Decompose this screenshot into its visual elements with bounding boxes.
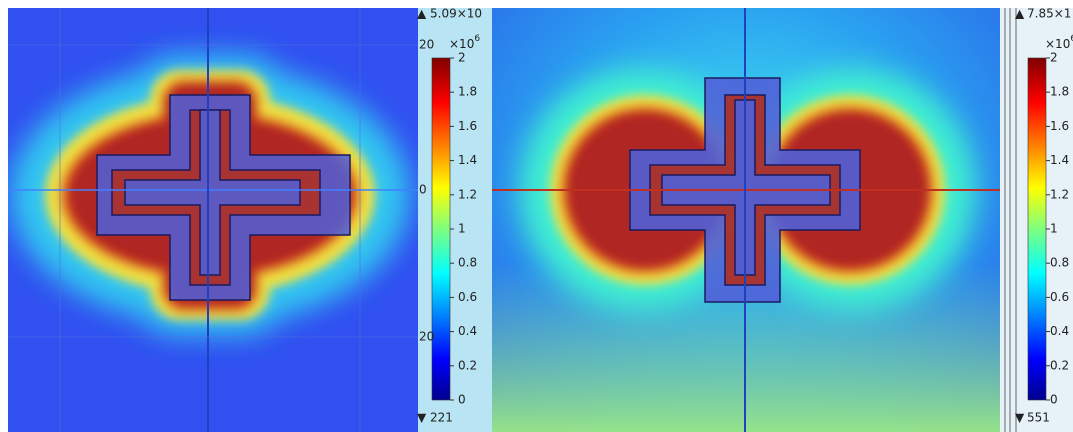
colorbar-tick-label: 1.8 bbox=[458, 85, 477, 99]
colorbar-max: 5.09×10 bbox=[430, 7, 482, 21]
colorbar-tick-label: 0 bbox=[458, 393, 466, 407]
colorbar-tick-label: 1 bbox=[458, 222, 466, 236]
max-arrow: ▲ bbox=[1015, 7, 1025, 21]
colorbar-tick-label: 1.4 bbox=[1050, 153, 1069, 167]
colorbar bbox=[1028, 58, 1046, 400]
colorbar-tick-label: 1.2 bbox=[1050, 187, 1069, 201]
colorbar-tick-label: 1.6 bbox=[458, 119, 477, 133]
colorbar-multiplier: ×106 bbox=[1045, 34, 1073, 51]
colorbar-min: 221 bbox=[430, 411, 453, 425]
multiplier-base: ×10 bbox=[1045, 37, 1070, 51]
colorbar-tick-label: 1.6 bbox=[1050, 119, 1069, 133]
colorbar-tick-label: 2 bbox=[1050, 51, 1058, 65]
colorbar-tick-label: 0.2 bbox=[458, 358, 477, 372]
colorbar-tick-label: 1.8 bbox=[1050, 85, 1069, 99]
colorbar-tick-label: 1.4 bbox=[458, 153, 477, 167]
colorbar bbox=[432, 58, 450, 400]
colorbar-tick-label: 0.6 bbox=[458, 290, 477, 304]
colorbar-tick-label: 0.4 bbox=[1050, 324, 1069, 338]
multiplier-base: ×10 bbox=[449, 37, 474, 51]
colorbar-tick-label: 0.6 bbox=[1050, 290, 1069, 304]
field-plot-left bbox=[8, 8, 418, 432]
colorbar-panel bbox=[418, 8, 492, 432]
axis-tick-label: 20 bbox=[419, 330, 434, 344]
colorbar-max: 7.85×1 bbox=[1027, 7, 1071, 21]
field-plot-right bbox=[492, 8, 1000, 432]
colorbar-tick-label: 0 bbox=[1050, 393, 1058, 407]
colorbar-tick-label: 2 bbox=[458, 51, 466, 65]
multiplier-exponent: 6 bbox=[474, 34, 480, 44]
colorbar-tick-label: 1 bbox=[1050, 222, 1058, 236]
min-arrow: ▼ bbox=[417, 411, 427, 425]
colorbar-tick-label: 0.2 bbox=[1050, 358, 1069, 372]
colorbar-tick-label: 1.2 bbox=[458, 187, 477, 201]
min-arrow: ▼ bbox=[1015, 411, 1025, 425]
colorbar-min: 551 bbox=[1027, 411, 1050, 425]
axis-tick-label: 20 bbox=[419, 38, 434, 52]
axis-tick-label: 0 bbox=[419, 183, 427, 197]
max-arrow: ▲ bbox=[417, 7, 427, 21]
colorbar-tick-label: 0.8 bbox=[458, 256, 477, 270]
colorbar-tick-label: 0.4 bbox=[458, 324, 477, 338]
colorbar-tick-label: 0.8 bbox=[1050, 256, 1069, 270]
screenshot: ▲ ▼ ▲ ▼ 5.09×10221×10600.20.40.60.811.21… bbox=[0, 0, 1073, 432]
